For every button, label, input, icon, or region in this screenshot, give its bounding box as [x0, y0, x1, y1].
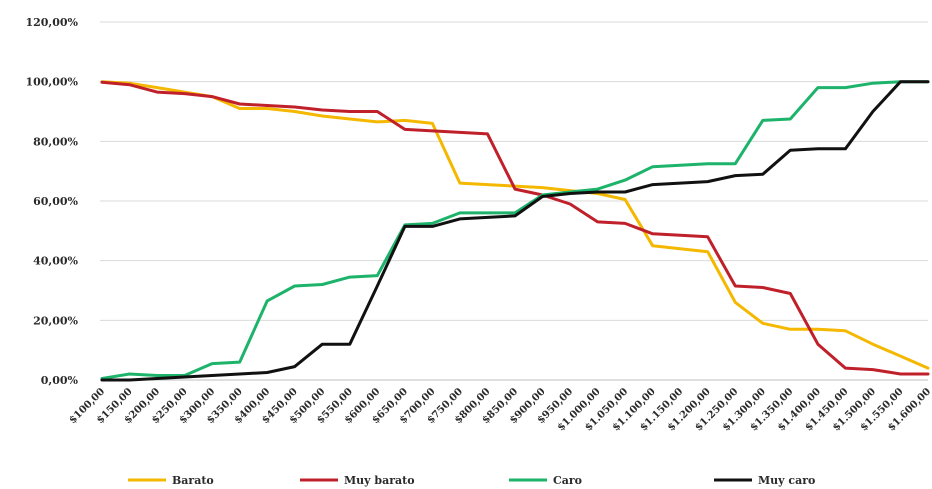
series-line-muy-barato — [100, 80, 930, 376]
y-tick-label: 0,00% — [41, 374, 79, 387]
y-tick-label: 100,00% — [25, 76, 78, 89]
y-tick-label: 40,00% — [33, 255, 78, 268]
series-line-caro — [100, 80, 930, 380]
legend-label-muy-caro: Muy caro — [758, 474, 815, 487]
y-tick-label: 20,00% — [33, 314, 78, 327]
y-tick-label: 60,00% — [33, 195, 78, 208]
x-axis: $100,00$150,00$200,00$250,00$300,00$350,… — [67, 386, 932, 433]
legend-label-caro: Caro — [553, 474, 582, 487]
series-line-muy-caro — [100, 80, 930, 382]
series-line-barato — [100, 80, 930, 370]
y-tick-label: 120,00% — [25, 16, 78, 29]
y-axis-tick-labels: 0,00% 20,00% 40,00% 60,00% 80,00% 100,00% 120,… — [25, 16, 78, 387]
gridlines — [100, 21, 928, 381]
legend-label-barato: Barato — [172, 474, 214, 487]
y-tick-label: 80,00% — [33, 135, 78, 148]
series-lines — [100, 80, 930, 382]
legend: Barato Muy barato Caro Muy caro — [128, 474, 815, 487]
legend-label-muy-barato: Muy barato — [344, 474, 415, 487]
